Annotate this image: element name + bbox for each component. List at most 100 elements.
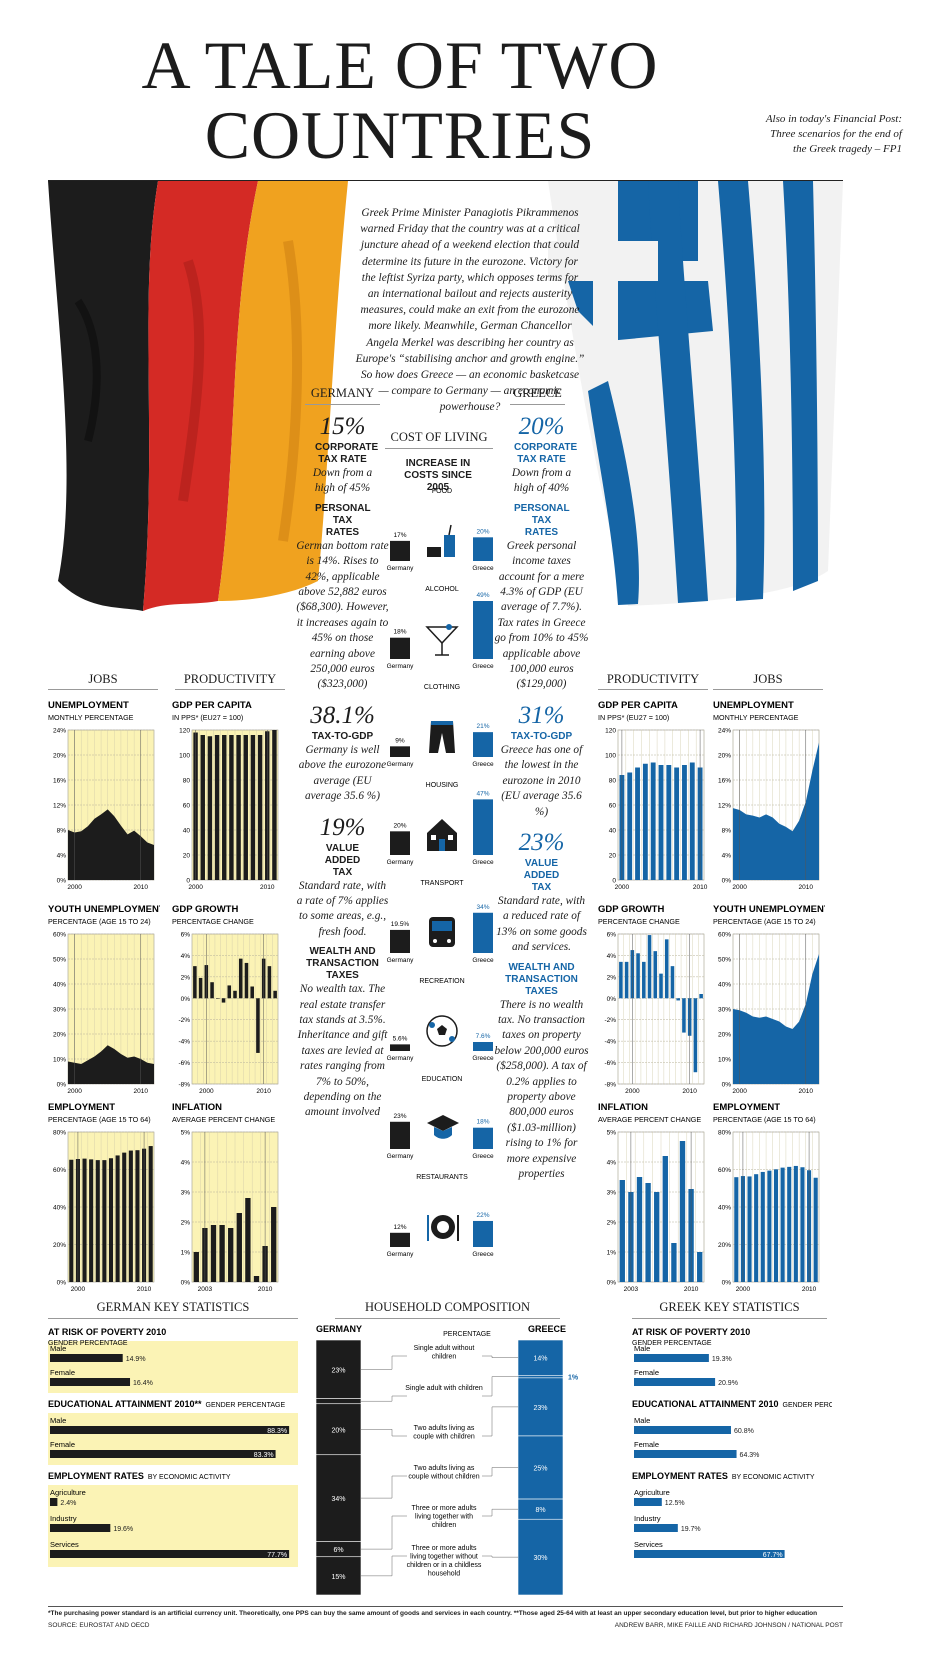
y-tick-label: 16%: [53, 778, 66, 785]
germany-segment-label: 23%: [331, 1367, 345, 1374]
greek-key-stats-heading: GREEK KEY STATISTICS: [659, 1300, 800, 1314]
greece-axis-label: Greece: [472, 663, 494, 670]
y-tick-label: 40%: [718, 982, 731, 989]
x-tick-label: 2010: [682, 1088, 697, 1095]
germany-ttg-label: TAX-TO-GDP: [311, 730, 374, 742]
house-icon: [427, 819, 457, 851]
bar: [267, 966, 272, 999]
footnote: *The purchasing power standard is an art…: [48, 1610, 818, 1617]
y-tick-label: 2%: [607, 1220, 617, 1227]
y-tick-label: 60%: [718, 932, 731, 939]
connector: [361, 1355, 407, 1370]
gr-jobs-heading: JOBS: [753, 672, 783, 686]
bar: [650, 762, 656, 880]
bar: [670, 966, 675, 999]
bar: [658, 765, 664, 880]
de-employment-chart: EMPLOYMENT PERCENTAGE (AGE 15 TO 64) 0% 20%…: [48, 1098, 160, 1301]
bar: [636, 1177, 643, 1282]
bar: [250, 986, 254, 999]
x-tick-label: 2010: [802, 1286, 817, 1293]
bar: [659, 973, 663, 999]
y-tick-label: 100: [605, 753, 616, 760]
household-category-label: Three or more adults living together with…: [407, 1545, 482, 1578]
y-tick-label: 2%: [181, 1220, 191, 1227]
y-tick-label: 0: [186, 878, 190, 885]
y-tick-label: 20%: [53, 1242, 66, 1249]
greek-key-stats: AT RISK OF POVERTY 2010 Male 19.3% Female 20…: [632, 1325, 862, 1600]
greece-ttg-label: TAX-TO-GDP: [510, 730, 573, 742]
y-tick-label: 0%: [57, 1280, 67, 1287]
connector: [361, 1515, 407, 1550]
bar: [654, 1192, 660, 1282]
de-productivity-heading: PRODUCTIVITY: [183, 672, 277, 686]
stat-bar: [634, 1450, 737, 1458]
category-label: RECREATION: [419, 978, 464, 985]
household-category-label: Two adults living as couple with children: [413, 1425, 475, 1441]
y-tick-label: 40%: [718, 1205, 731, 1212]
greece-vat-text: Standard rate, with a reduced rate of 13…: [496, 894, 587, 954]
rule: [713, 689, 823, 690]
y-tick-label: 2%: [607, 974, 617, 981]
bar: [229, 735, 234, 880]
chart-title: GDP PER CAPITA: [172, 700, 252, 711]
x-tick-label: 2003: [624, 1286, 639, 1293]
y-tick-label: 24%: [718, 728, 731, 735]
stat-label: Male: [50, 1344, 66, 1353]
germany-segment-label: 2%: [312, 1399, 313, 1406]
chart-title: UNEMPLOYMENT: [713, 700, 794, 711]
chart-subtitle: IN PPS* (EU27 = 100): [172, 713, 243, 722]
category-label: ALCOHOL: [425, 586, 459, 593]
y-tick-label: 60%: [53, 1167, 66, 1174]
y-tick-label: 50%: [718, 957, 731, 964]
stat-bar: [50, 1550, 290, 1558]
rule: [335, 1318, 560, 1319]
area-series: [733, 742, 819, 880]
germany-corp-text: Down from a high of 45%: [312, 467, 373, 495]
stat-value: 64.3%: [740, 1452, 760, 1459]
stat-value: 83.3%: [254, 1452, 274, 1459]
greece-personal-label: PERSONAL TAX RATES: [514, 502, 570, 538]
household-composition-chart: GERMANY GREECE PERCENTAGE 23% 14% Single adul…: [312, 1324, 579, 1596]
germany-value-label: 12%: [393, 1224, 406, 1231]
stat-value: 67.7%: [763, 1552, 783, 1559]
bar: [647, 935, 652, 999]
y-tick-label: 0%: [722, 1082, 732, 1089]
greece-axis-label: Greece: [472, 1055, 494, 1062]
section-title: EDUCATIONAL ATTAINMENT 2010** GENDER PERC…: [48, 1399, 285, 1409]
connector: [361, 1555, 407, 1577]
bar: [222, 735, 227, 880]
de-youth-unemployment-chart: YOUTH UNEMPLOYMENT PERCENTAGE (AGE 15 TO …: [48, 900, 165, 1103]
chart-subtitle: PERCENTAGE (AGE 15 TO 24): [713, 917, 816, 926]
y-tick-label: -2%: [178, 1017, 190, 1024]
bar: [747, 1176, 752, 1282]
y-tick-label: 12%: [53, 803, 66, 810]
germany-axis-label: Germany: [387, 663, 414, 670]
bar: [82, 1158, 87, 1282]
germany-heading: GERMANY: [310, 386, 375, 400]
stat-value: 88.3%: [267, 1428, 287, 1435]
germany-corp-label: CORPORATE TAX RATE: [315, 442, 379, 465]
y-tick-label: 20: [609, 853, 617, 860]
stat-value: 2.4%: [60, 1500, 76, 1507]
y-tick-label: 40%: [53, 1205, 66, 1212]
stat-value: 14.9%: [126, 1356, 146, 1363]
bar: [682, 765, 687, 880]
section-subtitle: BY ECONOMIC ACTIVITY: [148, 1474, 231, 1481]
greece-axis-label: Greece: [472, 957, 494, 964]
greece-wealth-text: There is no wealth tax. No transaction t…: [494, 998, 589, 1180]
y-tick-label: 0%: [181, 996, 191, 1003]
y-tick-label: 0%: [607, 1280, 617, 1287]
y-tick-label: 0%: [57, 878, 67, 885]
greece-value-label: 18%: [476, 1119, 489, 1126]
y-tick-label: 0%: [607, 996, 617, 1003]
y-tick-label: -6%: [178, 1060, 190, 1067]
germany-column-label: GERMANY: [316, 1324, 362, 1334]
stat-label: Services: [50, 1540, 79, 1549]
footer-rule: [48, 1606, 843, 1607]
germany-heading-rule: [305, 404, 380, 405]
x-tick-label: 2010: [799, 1088, 814, 1095]
y-tick-label: 60%: [718, 1167, 731, 1174]
bar: [619, 961, 623, 999]
chart-title: INFLATION: [598, 1102, 648, 1113]
